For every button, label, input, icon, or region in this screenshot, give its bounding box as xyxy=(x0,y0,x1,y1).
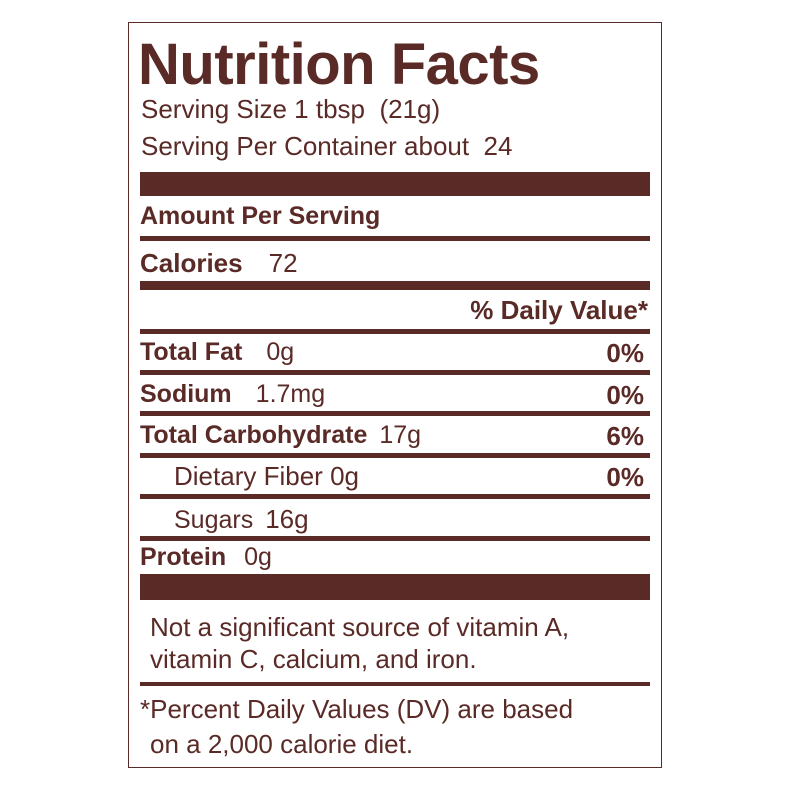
rule xyxy=(140,411,650,416)
rule xyxy=(140,236,650,241)
calories-label: Calories xyxy=(140,248,243,278)
nutrient-amount: 0g xyxy=(266,338,295,366)
calories-amount: 72 xyxy=(268,248,298,278)
nutrient-dv: 0% xyxy=(606,380,644,410)
nutrient-label: Protein xyxy=(140,543,227,571)
nutrient-amount: 16g xyxy=(265,504,309,534)
serving-size: Serving Size 1 tbsp (21g) xyxy=(141,94,441,124)
nutrient-row: Sodium 1.7mg xyxy=(140,382,325,407)
nutrient-amount: 0g xyxy=(330,461,359,491)
footnote: *Percent Daily Values (DV) are based xyxy=(140,694,574,724)
rule xyxy=(140,453,650,458)
footnote: on a 2,000 calorie diet. xyxy=(150,729,414,759)
nutrient-dv: 0% xyxy=(606,338,644,368)
nutrient-row: Total Fat 0g xyxy=(140,340,294,365)
amount-per-serving: Amount Per Serving xyxy=(140,202,381,230)
rule xyxy=(140,370,650,375)
nutrient-label: Total Carbohydrate xyxy=(140,421,368,449)
servings-per-container: Serving Per Container about 24 xyxy=(141,131,513,161)
nutrient-label: Dietary Fiber xyxy=(174,461,323,491)
rule xyxy=(140,536,650,541)
rule xyxy=(140,682,650,686)
calories-row: Calories 72 xyxy=(140,250,298,276)
nutrient-row: Dietary Fiber 0g xyxy=(174,463,359,489)
nutrient-row: Protein 0g xyxy=(140,545,272,570)
daily-value-header: % Daily Value* xyxy=(470,295,648,325)
nutrient-row: Sugars 16g xyxy=(174,506,309,533)
vitamin-note: Not a significant source of vitamin A, xyxy=(150,612,570,642)
rule xyxy=(140,281,650,290)
rule xyxy=(140,494,650,499)
nutrient-label: Sugars xyxy=(174,506,254,534)
nutrient-dv: 6% xyxy=(606,421,644,451)
label-border xyxy=(128,22,662,768)
rule xyxy=(140,329,650,334)
nutrient-row: Total Carbohydrate 17g xyxy=(140,423,421,448)
thick-rule xyxy=(140,574,650,600)
nutrient-dv: 0% xyxy=(606,462,644,492)
nutrient-label: Sodium xyxy=(140,380,232,408)
thick-rule xyxy=(140,172,650,196)
nutrient-amount: 0g xyxy=(244,543,272,571)
vitamin-note: vitamin C, calcium, and iron. xyxy=(150,644,477,674)
nutrient-label: Total Fat xyxy=(140,338,243,366)
title: Nutrition Facts xyxy=(138,32,540,97)
nutrient-amount: 17g xyxy=(379,421,422,449)
nutrient-amount: 1.7mg xyxy=(255,380,326,408)
